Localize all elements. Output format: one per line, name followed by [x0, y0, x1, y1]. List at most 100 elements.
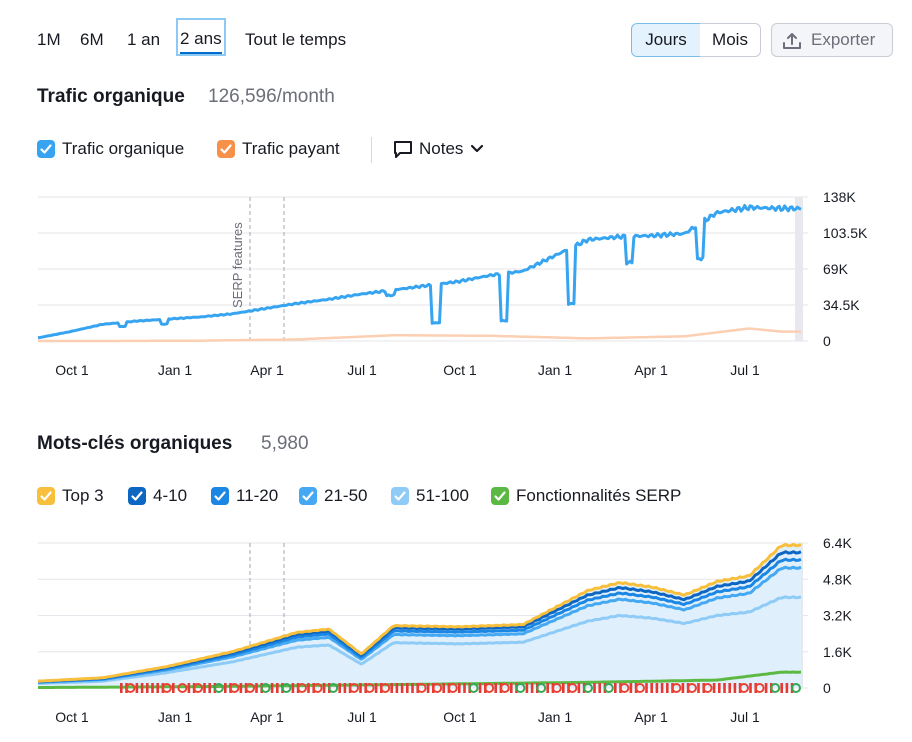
serp-feature-icon[interactable] [213, 683, 224, 693]
serp-feature-icon[interactable] [161, 683, 172, 693]
serp-feature-marker[interactable] [270, 683, 274, 693]
serp-feature-marker[interactable] [208, 683, 211, 693]
period-1-an-button[interactable]: 1 an [127, 30, 160, 50]
serp-feature-marker[interactable] [645, 683, 648, 693]
checkbox-checked-icon[interactable] [37, 140, 55, 158]
serp-feature-marker[interactable] [458, 683, 461, 693]
serp-feature-icon[interactable] [567, 683, 578, 693]
checkbox-checked-icon[interactable] [391, 487, 409, 505]
export-button[interactable]: Exporter [771, 23, 893, 57]
legend-4-10[interactable]: 4-10 [128, 486, 187, 506]
granularity-months-button[interactable]: Mois [700, 23, 761, 57]
serp-feature-marker[interactable] [494, 683, 497, 693]
period-2-ans-button[interactable]: 2 ans [176, 18, 226, 56]
serp-feature-marker[interactable] [140, 683, 144, 693]
serp-feature-marker[interactable] [478, 683, 482, 693]
checkbox-checked-icon[interactable] [128, 487, 146, 505]
serp-feature-marker[interactable] [681, 683, 685, 693]
serp-feature-marker[interactable] [463, 683, 466, 693]
serp-feature-icon[interactable] [312, 683, 323, 693]
serp-feature-icon[interactable] [635, 683, 645, 693]
serp-feature-marker[interactable] [343, 683, 347, 693]
serp-feature-icon[interactable] [791, 683, 801, 693]
serp-feature-marker[interactable] [712, 683, 716, 693]
serp-feature-marker[interactable] [255, 683, 258, 693]
period-6m-button[interactable]: 6M [80, 30, 104, 50]
serp-feature-icon[interactable] [484, 683, 495, 693]
serp-feature-icon[interactable] [754, 683, 765, 693]
serp-feature-icon[interactable] [349, 683, 359, 693]
serp-feature-icon[interactable] [702, 683, 713, 693]
serp-feature-marker[interactable] [322, 683, 326, 693]
serp-feature-icon[interactable] [671, 683, 682, 693]
period-tout-le-temps-button[interactable]: Tout le temps [245, 30, 346, 50]
serp-feature-icon[interactable] [603, 683, 614, 693]
serp-feature-marker[interactable] [442, 683, 445, 693]
checkbox-checked-icon[interactable] [217, 140, 235, 158]
serp-feature-marker[interactable] [764, 683, 768, 693]
legend-trafic-organique[interactable]: Trafic organique [37, 139, 184, 159]
serp-feature-marker[interactable] [338, 683, 341, 693]
serp-feature-marker[interactable] [239, 683, 243, 693]
serp-feature-marker[interactable] [151, 683, 154, 693]
serp-feature-marker[interactable] [728, 683, 731, 693]
serp-feature-marker[interactable] [359, 683, 362, 693]
serp-feature-icon[interactable] [281, 683, 292, 693]
checkbox-checked-icon[interactable] [299, 487, 317, 505]
serp-feature-marker[interactable] [614, 683, 617, 693]
serp-feature-marker[interactable] [780, 683, 783, 693]
legend-fonctionnalites-serp[interactable]: Fonctionnalités SERP [491, 486, 681, 506]
serp-feature-marker[interactable] [172, 683, 175, 693]
serp-feature-marker[interactable] [593, 683, 596, 693]
serp-feature-icon[interactable] [468, 683, 479, 693]
checkbox-checked-icon[interactable] [491, 487, 509, 505]
serp-feature-icon[interactable] [364, 683, 375, 693]
checkbox-checked-icon[interactable] [211, 487, 229, 505]
serp-feature-marker[interactable] [187, 683, 191, 693]
serp-feature-marker[interactable] [426, 683, 430, 693]
serp-feature-icon[interactable] [583, 683, 593, 693]
legend-11-20[interactable]: 11-20 [211, 486, 278, 506]
legend-trafic-payant[interactable]: Trafic payant [217, 139, 340, 159]
serp-feature-icon[interactable] [739, 683, 749, 693]
serp-feature-icon[interactable] [328, 683, 339, 693]
serp-feature-icon[interactable] [297, 683, 307, 693]
serp-feature-marker[interactable] [655, 683, 659, 693]
serp-feature-icon[interactable] [515, 683, 526, 693]
serp-feature-marker[interactable] [785, 683, 789, 693]
serp-feature-marker[interactable] [650, 683, 653, 693]
serp-feature-marker[interactable] [530, 683, 534, 693]
serp-feature-marker[interactable] [224, 683, 227, 693]
serp-feature-marker[interactable] [660, 683, 664, 693]
serp-feature-marker[interactable] [307, 683, 310, 693]
serp-feature-marker[interactable] [390, 683, 393, 693]
serp-feature-marker[interactable] [562, 683, 565, 693]
serp-feature-icon[interactable] [125, 683, 136, 693]
serp-feature-marker[interactable] [400, 683, 404, 693]
serp-feature-icon[interactable] [770, 683, 781, 693]
serp-feature-icon[interactable] [229, 683, 240, 693]
serp-feature-marker[interactable] [733, 683, 737, 693]
serp-feature-icon[interactable] [193, 683, 203, 693]
granularity-days-button[interactable]: Jours [631, 23, 701, 57]
serp-feature-marker[interactable] [203, 683, 206, 693]
serp-feature-icon[interactable] [245, 683, 255, 693]
legend-51-100[interactable]: 51-100 [391, 486, 469, 506]
serp-feature-marker[interactable] [697, 683, 700, 693]
serp-feature-marker[interactable] [120, 683, 123, 693]
period-1m-button[interactable]: 1M [37, 30, 61, 50]
serp-feature-icon[interactable] [432, 683, 443, 693]
serp-feature-marker[interactable] [291, 683, 295, 693]
serp-feature-marker[interactable] [156, 683, 159, 693]
serp-feature-icon[interactable] [687, 683, 697, 693]
checkbox-checked-icon[interactable] [37, 487, 55, 505]
serp-feature-marker[interactable] [629, 683, 633, 693]
serp-feature-marker[interactable] [374, 683, 378, 693]
serp-feature-marker[interactable] [577, 683, 581, 693]
serp-feature-icon[interactable] [536, 683, 547, 693]
serp-feature-marker[interactable] [666, 683, 669, 693]
serp-feature-marker[interactable] [718, 683, 721, 693]
notes-dropdown[interactable]: Notes [393, 139, 484, 159]
serp-feature-icon[interactable] [260, 683, 271, 693]
serp-feature-icon[interactable] [551, 683, 562, 693]
